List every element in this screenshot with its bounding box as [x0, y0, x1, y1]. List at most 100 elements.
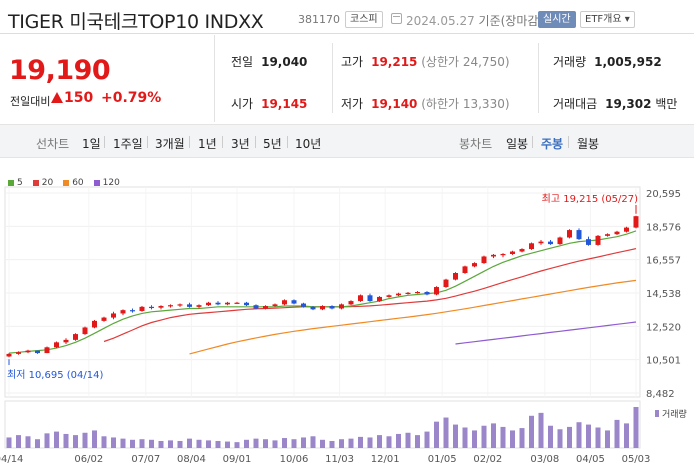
- period-3m[interactable]: 3개월: [155, 137, 185, 151]
- stat-label: 거래대금: [553, 97, 598, 111]
- volume-bar: [130, 439, 135, 448]
- candle-body: [6, 353, 12, 357]
- legend-swatch: [32, 180, 39, 186]
- candle-body: [82, 327, 88, 335]
- x-tick-label: 11/03: [325, 454, 354, 465]
- stat-volume: 거래량 1,005,952: [553, 53, 662, 70]
- price-panel: 19,190 전일대비 150 +0.79%: [0, 35, 215, 122]
- price-stats: 전일 19,040 고가 19,215 (상한가 24,750) 거래량 1,005,…: [215, 35, 694, 122]
- candle-body: [339, 304, 344, 309]
- candle-body: [35, 350, 40, 354]
- candle-body: [538, 241, 544, 244]
- divider: [189, 136, 190, 148]
- period-1y[interactable]: 1년: [198, 137, 217, 151]
- market-badge[interactable]: 코스피: [345, 11, 383, 28]
- x-tick-label: 02/02: [473, 454, 502, 465]
- candle-body: [386, 295, 392, 297]
- x-tick-label: 07/07: [131, 454, 160, 465]
- volume-bar: [6, 437, 12, 448]
- volume-label: 거래량: [662, 408, 687, 420]
- legend-label: 5: [17, 178, 23, 188]
- stat-prev-close: 전일 19,040: [231, 53, 307, 70]
- y-tick-label: 14,538: [646, 289, 681, 300]
- candle-monthly[interactable]: 월봉: [577, 137, 600, 151]
- volume-bar: [225, 441, 230, 448]
- volume-bar: [282, 438, 287, 448]
- volume-bar: [367, 437, 373, 448]
- period-10y[interactable]: 10년: [295, 137, 322, 151]
- candle-body: [282, 300, 287, 305]
- volume-bar: [244, 439, 249, 448]
- candle-body: [187, 304, 192, 307]
- legend-ma20: 20: [32, 178, 54, 188]
- stock-code: 381170: [298, 13, 340, 26]
- candle-body: [244, 302, 249, 306]
- candle-body: [120, 310, 126, 314]
- change-percent: +0.79%: [101, 90, 162, 106]
- volume-bar: [35, 439, 40, 448]
- upper-limit: (상한가 24,750): [421, 55, 510, 69]
- ma60-line: [189, 279, 637, 355]
- period-3y[interactable]: 3년: [231, 137, 250, 151]
- volume-bar: [405, 432, 411, 448]
- volume-bar: [234, 442, 240, 448]
- volume-bar: [576, 422, 582, 448]
- stat-label: 시가: [231, 97, 254, 111]
- legend-label: 20: [41, 178, 54, 188]
- price-chart[interactable]: 20,595 18,576 16,557 14,538 12,520 10,501 8,48…: [0, 165, 694, 470]
- change-value: 150: [64, 90, 94, 106]
- candle-body: [301, 303, 306, 307]
- max-annotation: 최고 19,215 (05/27): [542, 193, 638, 205]
- candle-body: [367, 295, 373, 302]
- candle-body: [168, 305, 173, 307]
- volume-bar: [415, 435, 420, 448]
- candle-body: [557, 237, 563, 245]
- stock-title: TIGER 미국테크TOP10 INDXX: [8, 11, 264, 33]
- chart-toolbar: 선차트 1일 1주일 3개월 1년 3년 5년 10년 봉차트 일봉 주봉 월봉: [0, 124, 694, 158]
- volume-bar: [320, 439, 325, 448]
- volume-bar: [16, 435, 21, 448]
- legend-label: 120: [102, 178, 120, 188]
- volume-bar: [158, 440, 164, 448]
- candle-weekly[interactable]: 주봉: [541, 137, 564, 151]
- candle-body: [139, 306, 145, 311]
- divider: [538, 43, 539, 113]
- stat-value: 1,005,952: [594, 55, 662, 69]
- candle-body: [595, 235, 601, 245]
- volume-bar: [168, 440, 173, 448]
- realtime-button[interactable]: 실시간: [538, 11, 576, 28]
- y-tick-label: 8,482: [646, 389, 675, 400]
- volume-bar: [92, 430, 97, 448]
- chart-axes: 20,595 18,576 16,557 14,538 12,520 10,501 8,48…: [0, 189, 687, 465]
- stat-low: 저가 19,140 (하한가 13,330): [341, 95, 510, 112]
- candle-body: [633, 216, 639, 228]
- candle-body: [348, 301, 354, 305]
- candle-body: [491, 254, 496, 257]
- stat-label: 고가: [341, 55, 364, 69]
- volume-bar: [272, 440, 278, 448]
- etf-overview-dropdown[interactable]: ETF개요 ▾: [580, 11, 635, 28]
- candle-body: [396, 293, 401, 296]
- stat-amount: 거래대금 19,302 백만: [553, 95, 677, 112]
- stat-high: 고가 19,215 (상한가 24,750): [341, 53, 510, 70]
- candle-body: [196, 305, 202, 307]
- period-1d[interactable]: 1일: [82, 137, 101, 151]
- volume-bar: [538, 412, 544, 448]
- stat-value: 19,140: [371, 97, 418, 111]
- volume-bar: [263, 439, 268, 448]
- divider: [104, 136, 105, 148]
- volume-bar: [462, 427, 468, 448]
- candle-body: [567, 230, 572, 238]
- volume-bar: [25, 436, 31, 448]
- y-tick-label: 20,595: [646, 189, 681, 200]
- stat-value: 19,040: [261, 55, 308, 69]
- period-1w[interactable]: 1주일: [113, 137, 143, 151]
- volume-bar: [187, 438, 192, 448]
- volume-bar: [120, 438, 126, 448]
- chart-grid: [4, 186, 641, 449]
- candle-body: [529, 243, 534, 250]
- legend-ma5: 5: [8, 178, 23, 188]
- candle-daily[interactable]: 일봉: [506, 137, 529, 151]
- period-5y[interactable]: 5년: [263, 137, 282, 151]
- stock-header: TIGER 미국테크TOP10 INDXX 381170 코스피 2024.05…: [0, 0, 694, 34]
